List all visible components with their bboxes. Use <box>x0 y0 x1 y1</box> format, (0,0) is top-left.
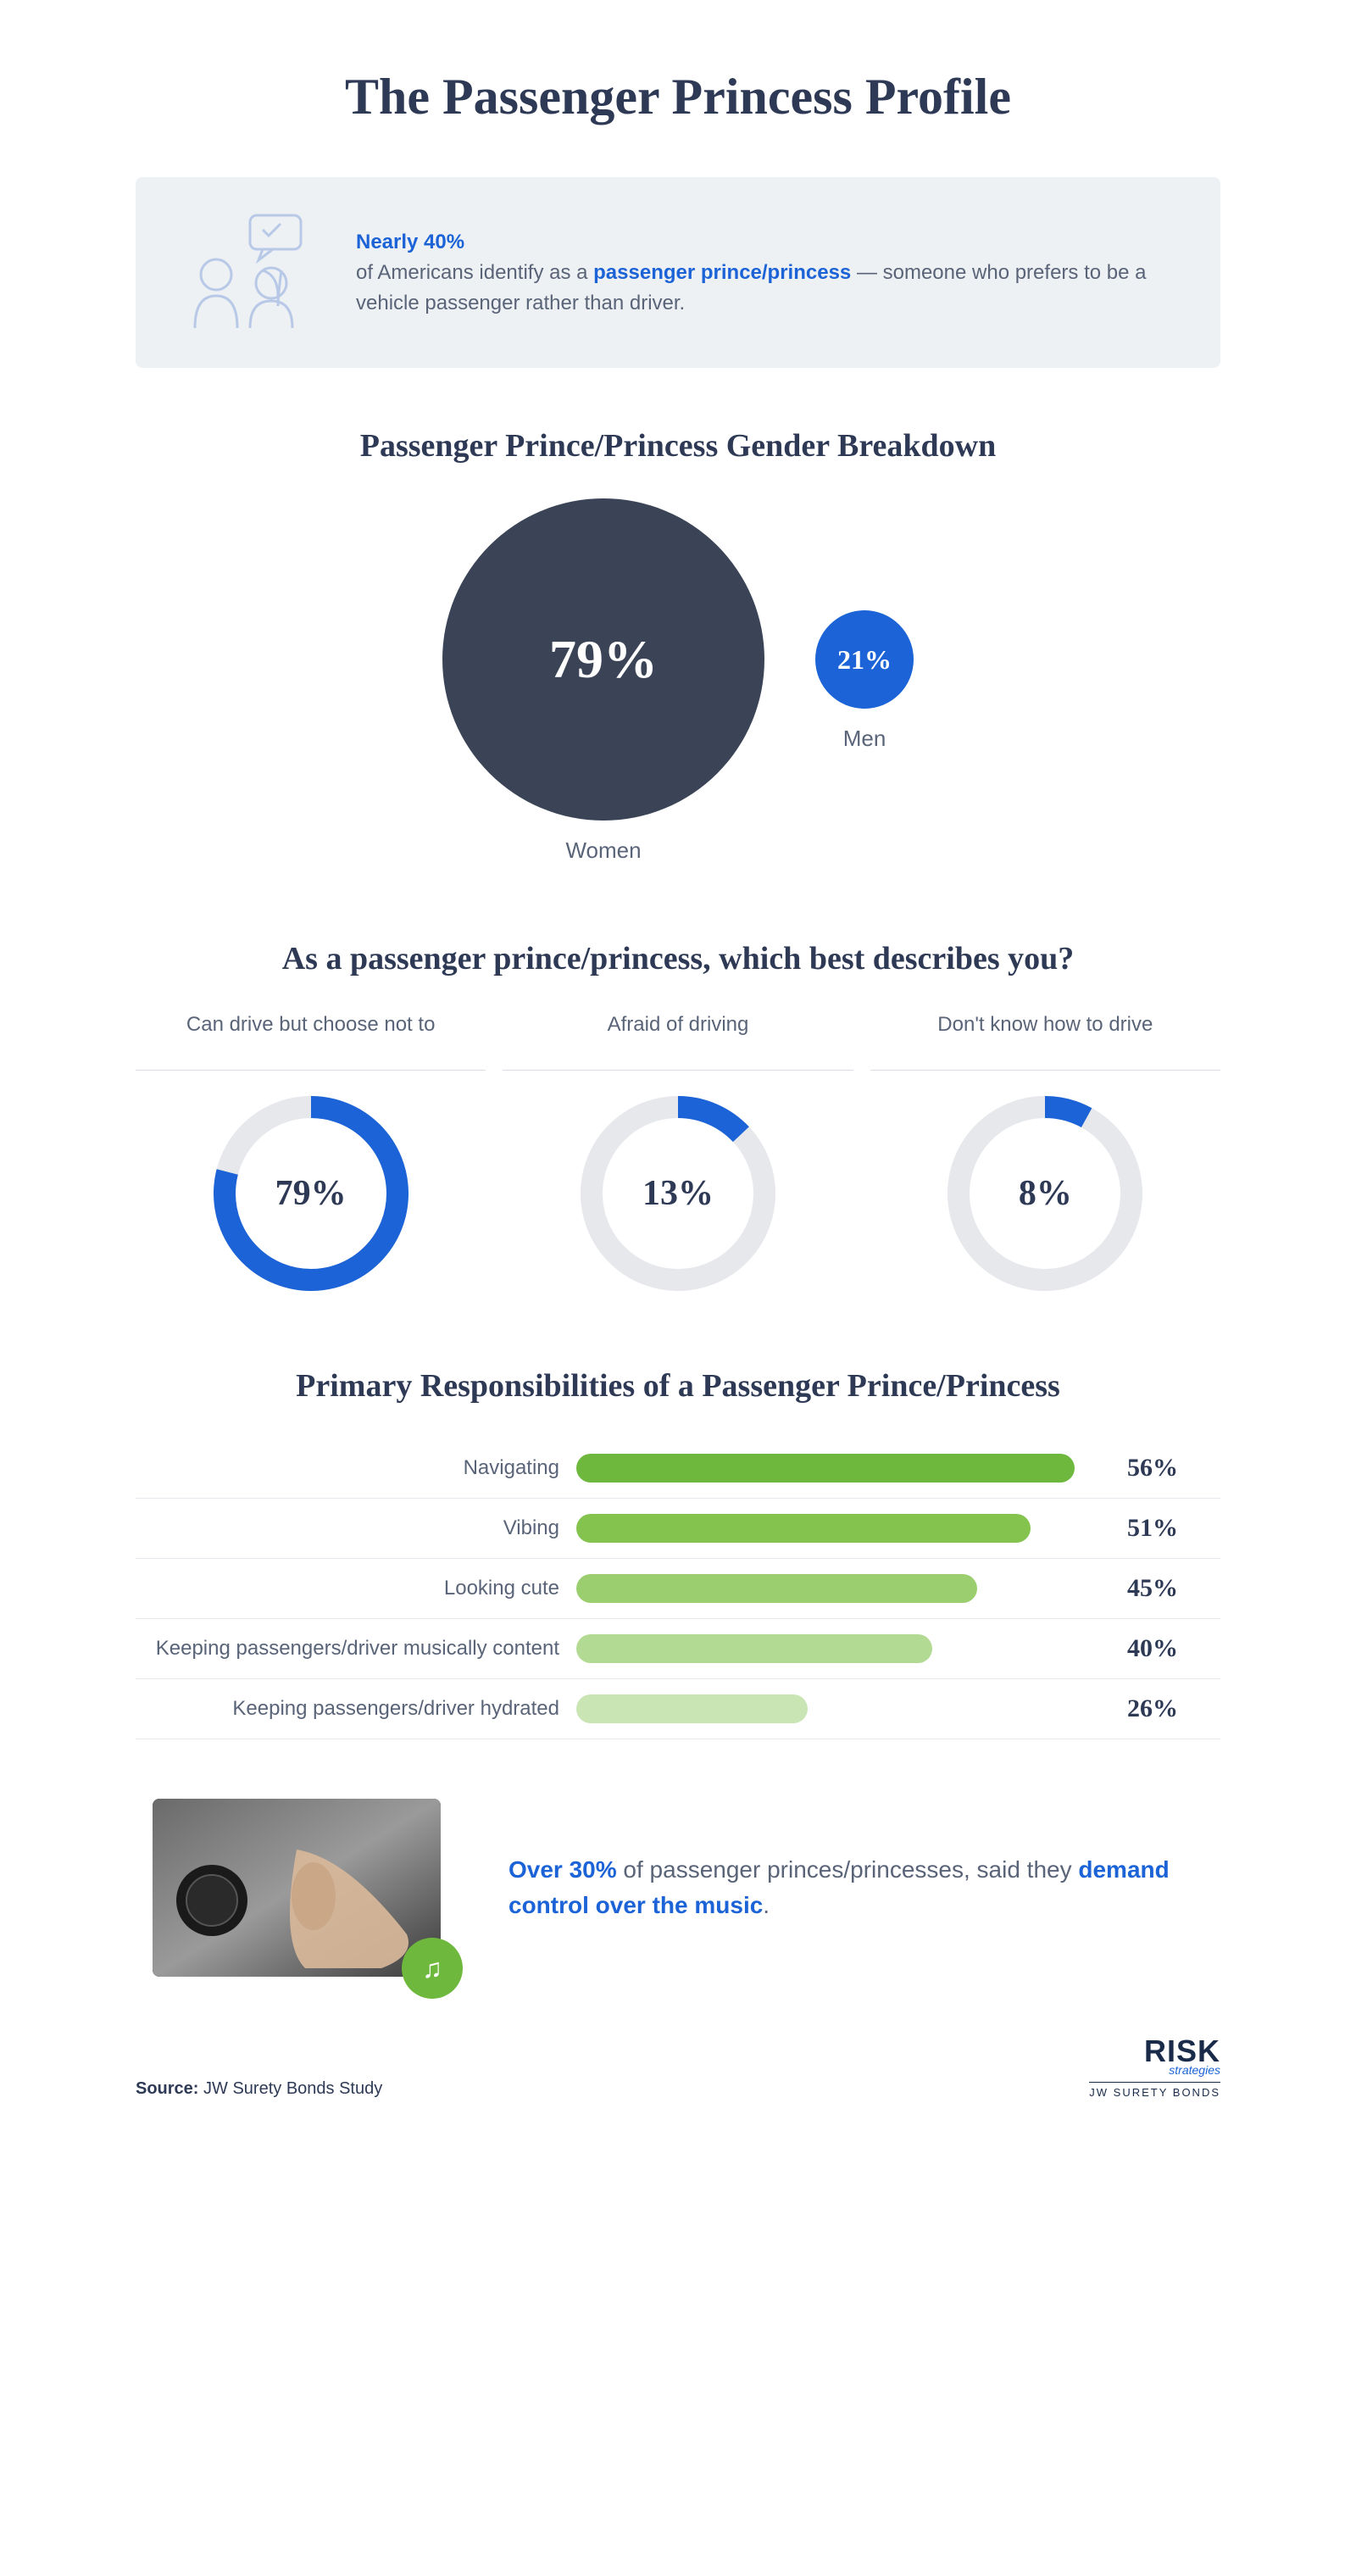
intro-line1: of Americans identify as a <box>356 261 593 284</box>
donut-chart-2: 8% <box>948 1096 1142 1291</box>
intro-text: Nearly 40% of Americans identify as a pa… <box>356 227 1178 319</box>
intro-bold: passenger prince/princess <box>593 261 851 284</box>
bubble-men: 21% Men <box>815 610 914 752</box>
bubble-women-circle: 79% <box>442 498 764 821</box>
describe-title: As a passenger prince/princess, which be… <box>136 940 1220 977</box>
bar-value-4: 26% <box>1127 1694 1220 1723</box>
music-mid: of passenger princes/princesses, said th… <box>617 1856 1079 1883</box>
bar-track-3 <box>576 1634 1110 1663</box>
logo-sub: JW SURETY BONDS <box>1089 2082 1220 2099</box>
intro-highlight: Nearly 40% <box>356 231 464 253</box>
intro-box: Nearly 40% of Americans identify as a pa… <box>136 177 1220 368</box>
bar-row-1: Vibing 51% <box>136 1499 1220 1559</box>
bubble-men-value: 21% <box>837 644 892 676</box>
music-highlight1: Over 30% <box>508 1856 617 1883</box>
donut-label-1: Afraid of driving <box>503 1011 853 1071</box>
donut-1: Afraid of driving 13% <box>503 1011 853 1291</box>
donut-2: Don't know how to drive 8% <box>870 1011 1220 1291</box>
bar-track-4 <box>576 1694 1110 1723</box>
music-text: Over 30% of passenger princes/princesses… <box>508 1852 1203 1923</box>
gender-bubble-chart: 79% Women 21% Men <box>136 498 1220 864</box>
music-note-icon: ♫ <box>402 1938 463 1999</box>
bubble-women: 79% Women <box>442 498 764 864</box>
bar-row-3: Keeping passengers/driver musically cont… <box>136 1619 1220 1679</box>
people-chat-icon <box>178 211 322 334</box>
bubble-men-label: Men <box>815 726 914 752</box>
donut-value-0: 79% <box>275 1173 347 1214</box>
bar-fill-4 <box>576 1694 808 1723</box>
music-callout: ♫ Over 30% of passenger princes/princess… <box>136 1799 1220 1977</box>
bar-label-2: Looking cute <box>136 1577 559 1600</box>
bar-label-1: Vibing <box>136 1516 559 1540</box>
bar-fill-1 <box>576 1514 1031 1543</box>
bar-value-1: 51% <box>1127 1514 1220 1543</box>
bubble-men-circle: 21% <box>815 610 914 709</box>
bar-track-1 <box>576 1514 1110 1543</box>
bar-track-0 <box>576 1454 1110 1483</box>
donut-value-2: 8% <box>1019 1173 1072 1214</box>
page-title: The Passenger Princess Profile <box>136 68 1220 126</box>
bar-label-4: Keeping passengers/driver hydrated <box>136 1697 559 1721</box>
music-image-wrap: ♫ <box>153 1799 441 1977</box>
bar-value-3: 40% <box>1127 1634 1220 1663</box>
donut-chart-1: 13% <box>581 1096 775 1291</box>
source-text: JW Surety Bonds Study <box>203 2079 382 2098</box>
donut-value-1: 13% <box>642 1173 714 1214</box>
bar-row-0: Navigating 56% <box>136 1438 1220 1499</box>
bar-fill-3 <box>576 1634 932 1663</box>
bar-track-2 <box>576 1574 1110 1603</box>
footer: Source: JW Surety Bonds Study RISK strat… <box>136 2036 1220 2099</box>
bar-label-3: Keeping passengers/driver musically cont… <box>136 1637 559 1661</box>
bar-value-2: 45% <box>1127 1574 1220 1603</box>
responsibilities-title: Primary Responsibilities of a Passenger … <box>136 1367 1220 1405</box>
music-end: . <box>763 1892 770 1918</box>
bar-fill-0 <box>576 1454 1075 1483</box>
source: Source: JW Surety Bonds Study <box>136 2079 382 2099</box>
bubble-women-label: Women <box>442 837 764 864</box>
bubble-women-value: 79% <box>549 628 658 691</box>
bar-chart: Navigating 56% Vibing 51% Looking cute 45% Kee… <box>136 1438 1220 1739</box>
bar-row-4: Keeping passengers/driver hydrated 26% <box>136 1679 1220 1739</box>
source-label: Source: <box>136 2079 203 2098</box>
bar-fill-2 <box>576 1574 977 1603</box>
bar-label-0: Navigating <box>136 1456 559 1480</box>
car-stereo-image <box>153 1799 441 1977</box>
gender-title: Passenger Prince/Princess Gender Breakdo… <box>136 427 1220 465</box>
bar-value-0: 56% <box>1127 1454 1220 1483</box>
donut-0: Can drive but choose not to 79% <box>136 1011 486 1291</box>
logo-main: RISK <box>1089 2036 1220 2067</box>
donut-chart-0: 79% <box>214 1096 408 1291</box>
bar-row-2: Looking cute 45% <box>136 1559 1220 1619</box>
donut-row: Can drive but choose not to 79% Afraid of … <box>136 1011 1220 1291</box>
risk-strategies-logo: RISK strategies JW SURETY BONDS <box>1089 2036 1220 2099</box>
donut-label-2: Don't know how to drive <box>870 1011 1220 1071</box>
donut-label-0: Can drive but choose not to <box>136 1011 486 1071</box>
